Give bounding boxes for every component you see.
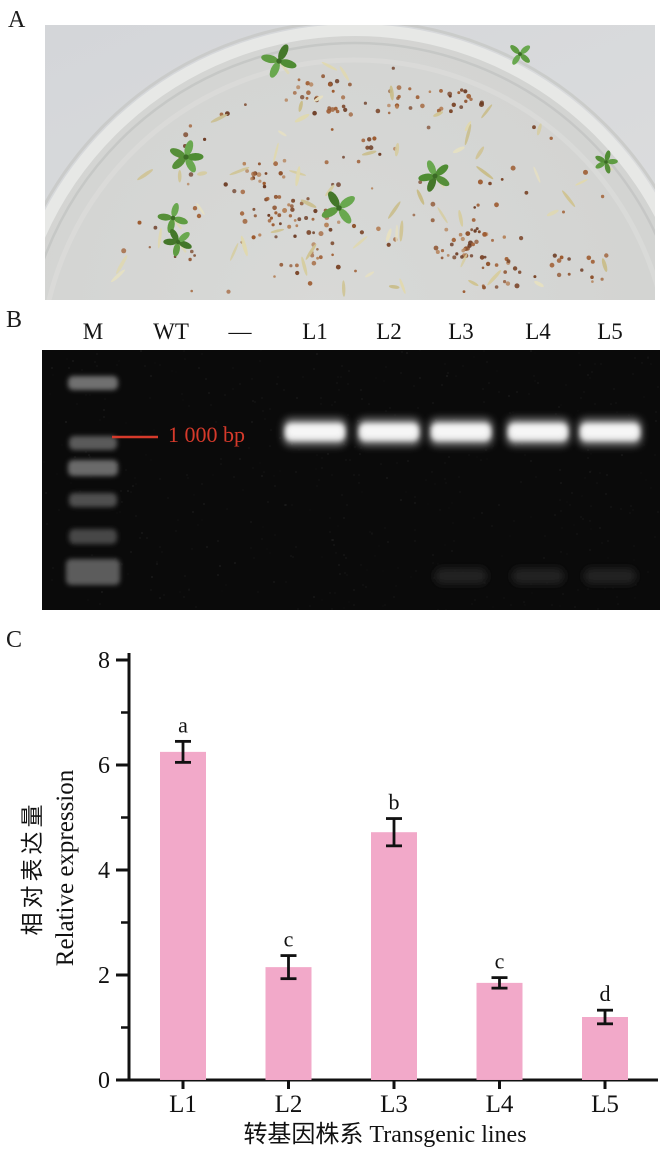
gel-lane-label-L1: L1 [302, 319, 328, 344]
bar-L3 [371, 832, 417, 1080]
y-tick-label: 2 [98, 963, 110, 989]
panel-b-label: B [6, 307, 23, 333]
error-bar-L5 [597, 1008, 613, 1026]
seedling [169, 140, 204, 173]
x-category-label: L3 [380, 1091, 408, 1118]
error-bar-L4 [491, 976, 508, 990]
x-category-label: L1 [169, 1091, 197, 1118]
gel-electrophoresis-svg: 1 000 bp [42, 350, 660, 610]
seeds [121, 66, 609, 294]
seedling [321, 191, 355, 224]
x-category-label: L5 [591, 1091, 619, 1118]
seedling [261, 44, 297, 78]
photo-content [45, 25, 655, 300]
gel-lane-label-L5: L5 [597, 319, 623, 344]
y-axis-title-zh: 相对表达量 [20, 801, 45, 936]
size-annotation: 1 000 bp [112, 422, 245, 447]
gel-lane-label-L4: L4 [525, 319, 551, 344]
marker-band [68, 376, 118, 390]
x-axis-title: 转基因株系 Transgenic lines [243, 1121, 526, 1148]
panel-a-label: A [8, 7, 26, 33]
gel-lane-label-dash: — [228, 319, 252, 344]
marker-band [66, 559, 120, 585]
pale-sprouts [110, 61, 608, 297]
size-annotation-text: 1 000 bp [168, 422, 245, 447]
marker-band [69, 493, 117, 507]
y-tick-label: 8 [98, 648, 110, 674]
faint-smudge [584, 568, 636, 584]
error-bar-L1 [175, 739, 191, 764]
gel-noise [43, 350, 659, 610]
seedling [418, 160, 450, 192]
marker-band [69, 436, 117, 450]
panel-c-label: C [6, 627, 23, 653]
sig-letter-L5: d [600, 981, 611, 1006]
error-bar-L3 [386, 817, 402, 848]
gel-lane-label-WT: WT [153, 319, 189, 344]
bar-L5 [582, 1017, 628, 1080]
y-tick-label: 6 [98, 753, 110, 779]
faint-smudge [435, 568, 487, 584]
petri-dish-photo [45, 25, 655, 300]
dish-inner-rim [45, 41, 655, 260]
sig-letter-L3: b [389, 790, 400, 815]
y-axis-title-en: Relative expression [52, 769, 79, 966]
gel-background [42, 350, 660, 610]
error-bar-L2 [280, 954, 297, 981]
x-category-label: L4 [486, 1091, 514, 1118]
gel-lane-label-M: M [82, 319, 104, 344]
marker-band [68, 460, 118, 476]
marker-lane-bands [66, 376, 120, 585]
pcr-bands [283, 418, 642, 584]
bar-L2 [265, 967, 312, 1081]
bar-chart-svg: 0 2 4 6 8 a L1 c L2 b L3 c L4 d L5 转基因株系 Transgenic lin… [20, 648, 658, 1148]
marker-band [69, 529, 117, 544]
y-tick-label: 4 [98, 858, 110, 884]
gel-lane-label-L3: L3 [448, 319, 474, 344]
sig-letter-L4: c [495, 949, 505, 974]
petri-dish-photo-svg [45, 25, 655, 300]
sig-letter-L1: a [178, 712, 188, 737]
x-category-label: L2 [275, 1091, 303, 1118]
y-tick-label: 0 [98, 1068, 110, 1094]
seedling [163, 228, 192, 257]
seedling [510, 45, 531, 65]
bar-chart: 0 2 4 6 8 a L1 c L2 b L3 c L4 d L5 转基因株系 Transgenic lin… [0, 625, 664, 1158]
bar-L4 [476, 982, 523, 1080]
bar-L1 [160, 751, 206, 1080]
gel-lane-labels: M WT — L1 L2 L3 L4 L5 [0, 319, 664, 347]
seedling [595, 150, 618, 174]
faint-smudge [512, 568, 564, 584]
sig-letter-L2: c [284, 927, 294, 952]
gel-image: 1 000 bp [42, 350, 660, 610]
gel-lane-label-L2: L2 [376, 319, 402, 344]
